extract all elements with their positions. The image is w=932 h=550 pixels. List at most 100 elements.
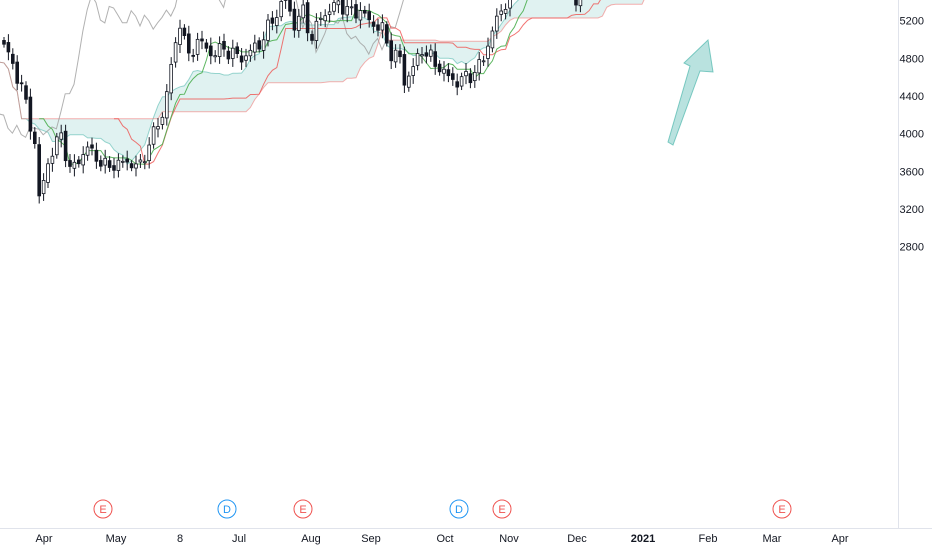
candle-body (77, 159, 81, 165)
candle-body (345, 6, 349, 16)
candle-body (116, 159, 121, 171)
time-tick-label: Feb (699, 533, 718, 545)
event-marker: D (217, 499, 237, 519)
candle-body (323, 15, 327, 22)
candle-body (142, 161, 147, 164)
candle-body (481, 60, 486, 63)
candle-body (257, 40, 261, 50)
candle-body (6, 42, 11, 53)
event-marker-letter: E (99, 504, 106, 516)
candle (393, 44, 398, 68)
time-axis[interactable]: Apr May 8 Jul Aug Sep Oct Nov Dec 2021 Feb Mar Apr (35, 533, 848, 545)
candle-body (112, 165, 116, 171)
candle-body (336, 0, 341, 6)
candle (490, 26, 495, 53)
candle-body (138, 159, 143, 163)
candle-body (340, 0, 345, 15)
candle (472, 65, 477, 88)
event-marker: E (293, 499, 313, 519)
candle (354, 0, 358, 24)
candle-body (266, 19, 270, 41)
candle-body (362, 9, 367, 14)
candle (85, 141, 90, 161)
candle-body (349, 6, 354, 9)
event-marker: E (492, 499, 512, 519)
candle-body (182, 27, 187, 36)
candle (508, 0, 512, 17)
candle (138, 154, 143, 168)
candle (191, 48, 196, 63)
event-marker-letter: D (223, 504, 231, 516)
candle-body (314, 20, 319, 41)
candle (301, 0, 305, 24)
time-tick-label: May (106, 533, 127, 545)
candle-body (508, 0, 512, 9)
candle (125, 150, 130, 171)
candle-body (459, 76, 464, 87)
candle (200, 30, 204, 50)
price-axis[interactable]: 52004800440040003600320028006525 (898, 0, 926, 254)
time-tick-label: Dec (567, 533, 587, 545)
candle-body (380, 22, 385, 31)
candle-body (160, 116, 165, 125)
candle-body (371, 21, 376, 27)
candle-body (446, 69, 451, 77)
candle (406, 71, 411, 92)
candle-body (239, 55, 244, 63)
candle (222, 33, 226, 57)
candle-body (195, 38, 200, 55)
price-tick-label: 3200 (900, 204, 924, 216)
candle-body (164, 91, 169, 119)
candle-body (411, 66, 415, 76)
candle (486, 37, 490, 67)
candle-body (393, 49, 398, 63)
candle-body (477, 59, 481, 74)
candle-body (33, 131, 37, 144)
candle (2, 37, 6, 48)
event-marker-circle (449, 499, 469, 519)
price-tick-label: 4000 (900, 129, 924, 141)
candle (19, 74, 24, 92)
candle (15, 55, 20, 91)
candle (415, 48, 420, 71)
candle-body (37, 144, 41, 197)
candle-body (10, 53, 15, 64)
candle (182, 24, 187, 40)
candle (160, 112, 165, 130)
candle-body (305, 2, 310, 34)
candle (33, 127, 37, 149)
candle (50, 147, 55, 172)
candle-body (230, 47, 235, 59)
candle (261, 31, 266, 59)
candle-body (90, 144, 94, 149)
event-marker-circle (93, 499, 113, 519)
candle-body (433, 51, 437, 67)
candle (94, 142, 99, 169)
candle (288, 0, 292, 17)
candle (208, 37, 213, 65)
candle (156, 118, 160, 138)
candle-body (208, 45, 213, 57)
event-marker-circle (293, 499, 313, 519)
candle (367, 3, 371, 28)
candle (380, 14, 385, 39)
candle-body (2, 40, 6, 45)
candle-body (204, 42, 209, 49)
candle-body (19, 82, 24, 85)
candle-body (173, 42, 178, 63)
candle-body (310, 34, 314, 41)
candle (503, 3, 508, 20)
candle-body (151, 126, 156, 145)
candle-body (296, 15, 301, 31)
candle-body (494, 15, 499, 32)
candle (428, 44, 433, 62)
candle (279, 0, 283, 22)
event-marker-circle (217, 499, 237, 519)
candle-body (578, 0, 583, 7)
candle-body (24, 85, 28, 100)
candle-body (103, 157, 108, 166)
time-tick-label: 8 (177, 533, 183, 545)
candle-body (94, 149, 99, 162)
